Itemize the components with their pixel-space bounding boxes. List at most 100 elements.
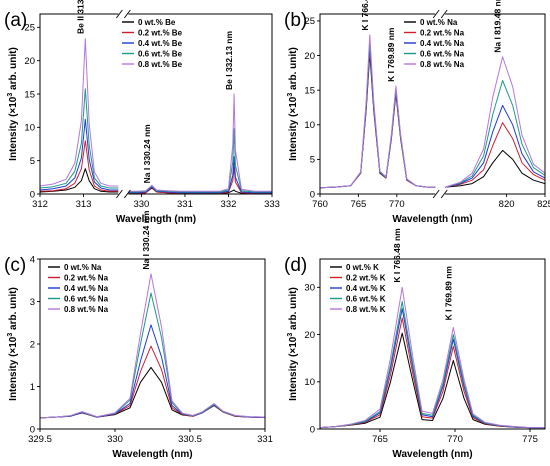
series-line-2 (40, 324, 265, 419)
x-tick-label: 765 (350, 199, 366, 210)
series-line-1-part1 (445, 122, 545, 188)
series-line-4 (40, 273, 265, 419)
series-line-0 (40, 366, 265, 419)
axis-break-gap (118, 10, 129, 18)
legend: 0 wt.% Na 0.2 wt.% Na0.4 wt.% Na 0.6 wt.% … (48, 263, 109, 314)
axis-break-gap (118, 190, 129, 198)
axis-break-mark (440, 9, 448, 19)
y-tick-label: 4 (30, 254, 35, 265)
series-line-1-part0 (40, 140, 119, 192)
peak-annotation: Na I 819.48 nm (493, 0, 503, 53)
x-tick-label: 329.5 (28, 434, 52, 445)
legend-entry: 0.4 wt.% Na (64, 284, 109, 293)
x-axis-label: Wavelength (nm) (112, 449, 192, 460)
legend: 0 wt.% Na 0.2 wt.% Na0.4 wt.% Na 0.6 wt.% … (404, 18, 465, 69)
x-tick-label: 312 (32, 199, 48, 210)
y-tick-label: 0 (30, 424, 35, 435)
series-line-4-part1 (128, 93, 272, 192)
series-line-4-part1 (445, 56, 545, 188)
legend-entry: 0 wt.% Na (420, 18, 458, 27)
y-axis-label: Intensity (×103 arb. unit) (7, 47, 19, 161)
peak-annotation: Be II 313.04 nm (75, 0, 85, 34)
y-tick-label: 0 (30, 189, 35, 200)
series-line-4-part0 (40, 38, 119, 187)
x-axis-label: Wavelength (nm) (392, 214, 472, 225)
series-line-2-part1 (445, 104, 545, 188)
axis-break-mark (432, 189, 440, 199)
axis-break-mark (123, 189, 131, 199)
y-axis-label: Intensity (×103 arb. unit) (7, 287, 19, 401)
series-line-0-part0 (40, 168, 119, 193)
axis-break-gap (435, 10, 446, 18)
plot-frame (39, 13, 273, 195)
peak-annotation: K I 769.89 nm (386, 27, 396, 82)
series-line-1 (40, 345, 265, 419)
legend-entry: 0 wt.% K (346, 263, 379, 272)
legend-entry: 0.2 wt.% K (346, 274, 386, 283)
series-line-0-part0 (320, 53, 436, 189)
axis-break-mark (440, 189, 448, 199)
legend-entry: 0.4 wt.% Na (420, 39, 465, 48)
y-tick-label: 25 (24, 23, 35, 34)
x-tick-label: 820 (499, 199, 515, 210)
chart-panel-1: (b) 760 765 770 820 825 0 5 10 15 20 25 Wavelength (… (284, 0, 550, 225)
peak-annotation: K I 766.48 nm (392, 228, 402, 283)
axis-break-mark (115, 9, 123, 19)
chart-panel-3: (d) 765 770 775 0 10 20 30 Wavelength (nm) Intens… (284, 228, 546, 460)
panel-label: (c) (4, 255, 26, 276)
x-tick-label: 775 (522, 434, 538, 445)
x-tick-label: 313 (76, 199, 92, 210)
series-line-3 (320, 301, 545, 429)
y-tick-label: 0 (310, 189, 315, 200)
panel-label: (a) (4, 10, 27, 31)
y-tick-label: 15 (304, 85, 315, 96)
panel-label: (d) (284, 255, 307, 276)
axis-break-mark (123, 9, 131, 19)
x-tick-label: 331 (177, 199, 193, 210)
series-group (40, 273, 265, 419)
y-tick-label: 20 (24, 56, 35, 67)
y-tick-label: 15 (24, 89, 35, 100)
x-axis-label: Wavelength (nm) (392, 449, 472, 460)
panel-label: (b) (284, 10, 307, 31)
series-group (320, 286, 545, 429)
series-line-1 (320, 317, 545, 429)
peak-annotation: K I 766.48 nm (360, 0, 370, 31)
series-line-0-part1 (445, 149, 545, 188)
legend-entry: 0.6 wt.% Na (420, 50, 465, 59)
series-line-4-part0 (320, 34, 436, 189)
legend-entry: 0 wt.% Na (64, 263, 102, 272)
x-tick-label: 760 (312, 199, 328, 210)
x-tick-label: 330.5 (178, 434, 202, 445)
x-tick-label: 331 (257, 434, 273, 445)
series-line-3-part0 (320, 41, 436, 189)
y-axis-label: Intensity (×103 arb. unit) (287, 287, 299, 401)
series-group (40, 38, 272, 194)
legend-entry: 0.6 wt.% Na (64, 295, 109, 304)
y-tick-label: 0 (310, 424, 315, 435)
peak-annotation: Be I 332.13 nm (224, 30, 234, 90)
legend-entry: 0.4 wt.% K (346, 284, 386, 293)
peak-annotation: Na I 330.24 nm (142, 124, 152, 184)
peak-annotation: Na I 330.24 nm (141, 210, 151, 270)
axis-break-mark (115, 189, 123, 199)
plot-frame (319, 13, 546, 195)
legend-entry: 0.6 wt.% K (346, 295, 386, 304)
y-tick-label: 25 (304, 16, 315, 27)
chart-panel-0: (a) 312 313 330 331 332 333 0 5 10 15 20 25 Wavelengt… (4, 0, 280, 225)
x-tick-label: 333 (264, 199, 280, 210)
x-tick-label: 765 (372, 434, 388, 445)
legend-entry: 0.2 wt.% Na (64, 274, 109, 283)
legend: 0 wt.% K 0.2 wt.% K0.4 wt.% K 0.6 wt.% K0.… (330, 263, 386, 314)
legend-entry: 0.8 wt.% Na (420, 60, 465, 69)
legend-entry: 0.8 wt.% Be (138, 60, 183, 69)
legend-entry: 0.8 wt.% Na (64, 305, 109, 314)
axis-break-mark (432, 9, 440, 19)
y-tick-label: 30 (304, 283, 315, 294)
y-tick-label: 5 (310, 155, 315, 166)
y-tick-label: 20 (304, 51, 315, 62)
axis-break-gap (435, 190, 446, 198)
x-tick-label: 825 (537, 199, 550, 210)
series-line-2-part0 (320, 46, 436, 189)
